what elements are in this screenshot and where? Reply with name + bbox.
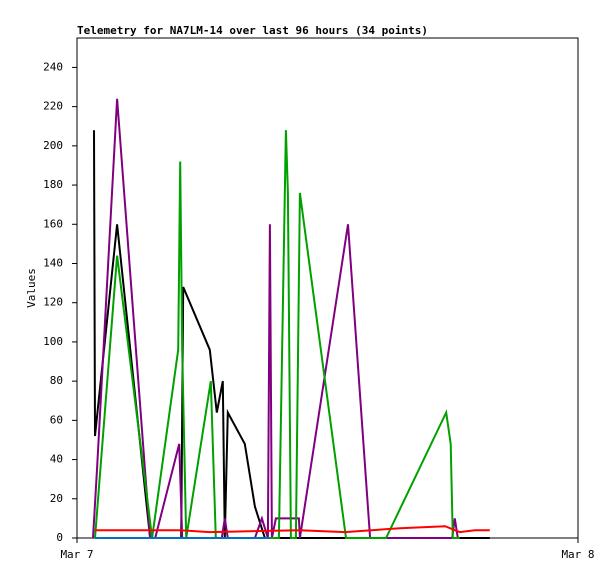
y-axis-label: Values: [25, 268, 38, 308]
y-tick-label: 80: [50, 374, 63, 387]
y-tick-label: 220: [43, 100, 63, 113]
series-line: [93, 130, 490, 539]
y-tick-label: 180: [43, 178, 63, 191]
series-line: [92, 98, 459, 539]
x-tick-label: Mar 8: [561, 548, 594, 561]
y-tick-label: 20: [50, 492, 63, 505]
series-line: [94, 130, 460, 539]
y-tick-label: 120: [43, 296, 63, 309]
chart-title: Telemetry for NA7LM-14 over last 96 hour…: [77, 24, 428, 37]
y-tick-label: 140: [43, 256, 63, 269]
y-tick-label: 40: [50, 453, 63, 466]
y-tick-label: 240: [43, 60, 63, 73]
y-tick-label: 160: [43, 217, 63, 230]
y-tick-label: 200: [43, 139, 63, 152]
y-tick-label: 60: [50, 413, 63, 426]
plot-frame: [76, 37, 579, 539]
y-tick-label: 100: [43, 335, 63, 348]
x-tick-label: Mar 7: [60, 548, 93, 561]
series-line: [95, 525, 490, 534]
y-tick-label: 0: [56, 531, 63, 544]
